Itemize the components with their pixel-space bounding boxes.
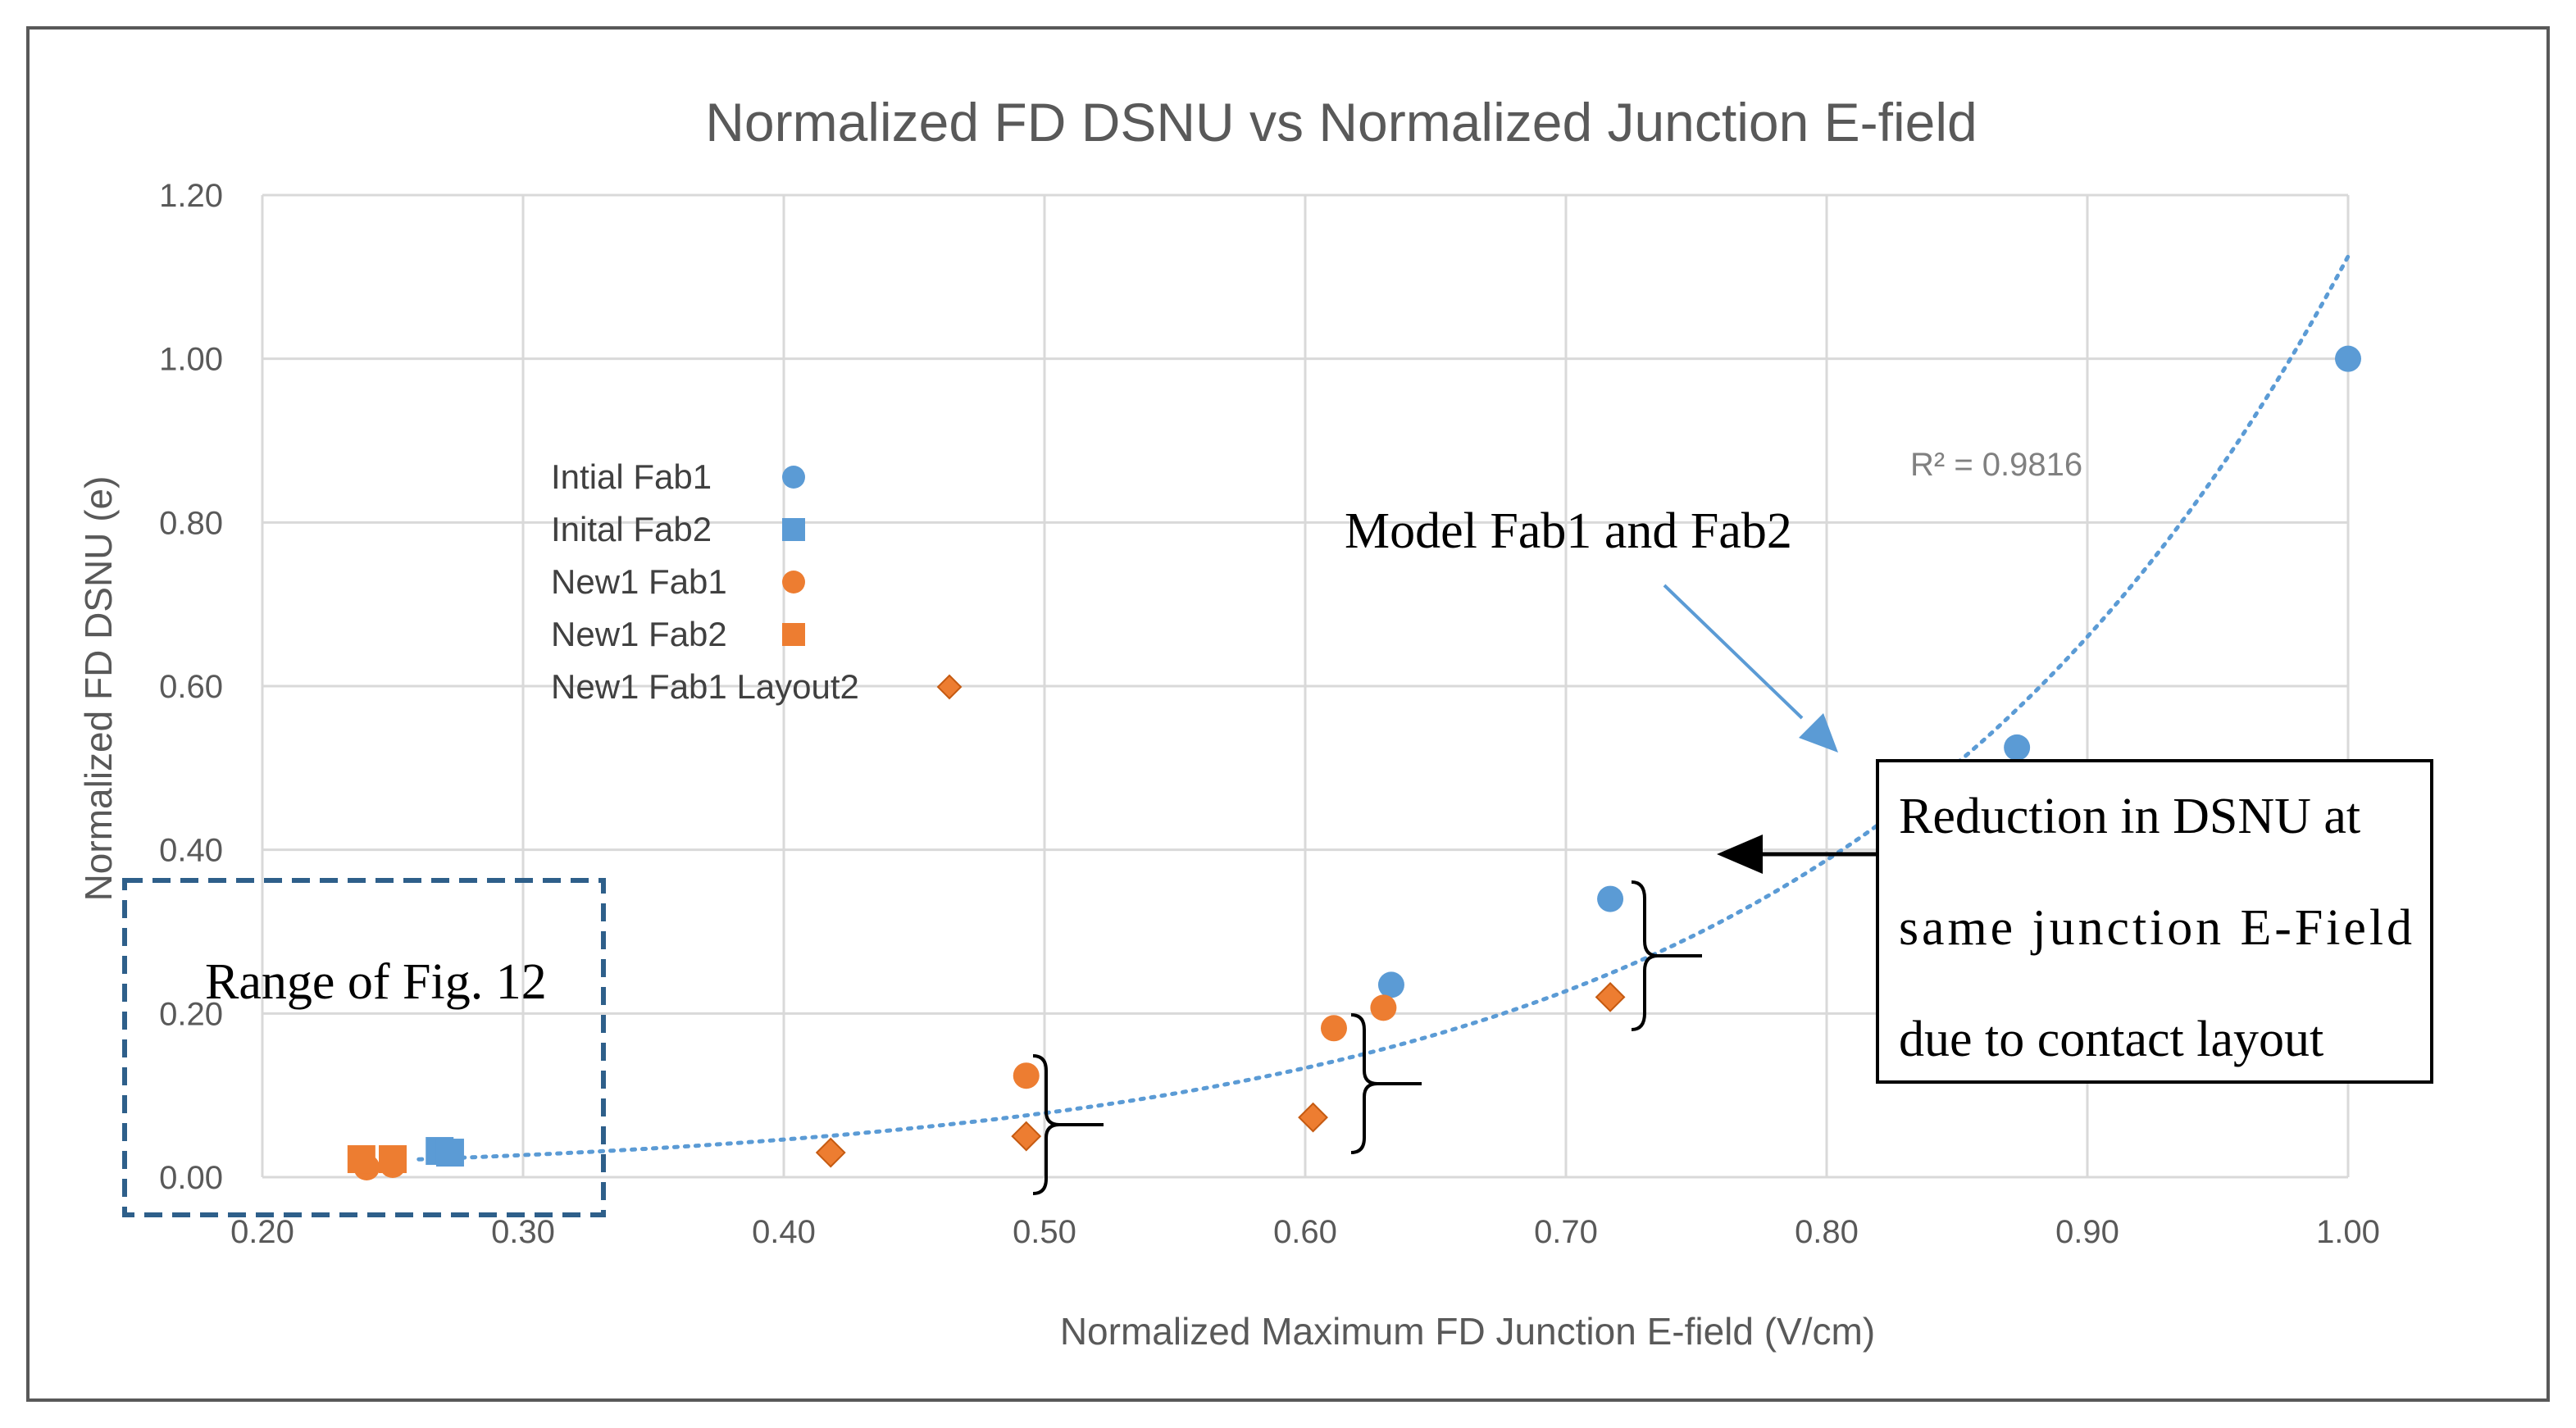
chart-title: Normalized FD DSNU vs Normalized Junctio… [705,92,1977,152]
point-new1-fab1-layout2 [1298,1102,1328,1133]
x-tick-label: 0.70 [1534,1214,1598,1250]
y-tick-label: 0.00 [159,1160,223,1196]
y-axis-label: Normalized FD DSNU (e) [77,476,120,902]
reduction-line-1: Reduction in DSNU at [1899,789,2360,844]
x-tick-label: 1.00 [2316,1214,2380,1250]
point-inital-fab2 [435,1139,464,1167]
point-new1-fab1-layout2 [1595,981,1626,1012]
point-new1-fab2 [347,1145,375,1174]
y-tick-label: 0.40 [159,833,223,869]
y-tick-label: 1.00 [159,342,223,378]
reduction-line-3: due to contact layout [1899,1012,2323,1067]
x-tick-label: 0.30 [491,1214,555,1250]
model-arrowhead [1799,713,1838,753]
point-intial-fab1 [1377,971,1404,998]
x-tick-label: 0.20 [230,1214,294,1250]
x-axis-label: Normalized Maximum FD Junction E-field (… [1060,1310,1875,1353]
x-tick-label: 0.60 [1273,1214,1337,1250]
x-tick-label: 0.90 [2055,1214,2119,1250]
y-tick-label: 0.80 [159,505,223,541]
trendline [416,254,2351,1162]
model-arrow [1663,584,1804,720]
x-tick-label: 0.50 [1013,1214,1076,1250]
grid-layer [261,193,2350,1179]
bracket-050 [1032,1054,1104,1195]
reduction-callout-box [1876,759,2433,1084]
legend-label: New1 Fab2 [551,615,727,653]
data-points [347,345,2361,1181]
range-label: Range of Fig. 12 [205,954,547,1010]
point-intial-fab1 [1597,885,1624,912]
point-new1-fab1 [1013,1062,1040,1089]
x-tick-labels: 0.20 0.30 0.40 0.50 0.60 0.70 0.80 0.90 1.00 [230,1214,2380,1250]
legend-label: New1 Fab1 Layout2 [551,667,859,706]
legend-marker [782,466,805,489]
bracket-062 [1350,1013,1422,1154]
model-label: Model Fab1 and Fab2 [1345,503,1792,559]
r-squared-label: R² = 0.9816 [1910,447,2082,483]
reduction-arrowhead [1717,835,1763,874]
legend-marker [782,623,805,646]
y-tick-label: 1.20 [159,178,223,214]
point-new1-fab1 [1320,1015,1347,1042]
x-tick-label: 0.80 [1795,1214,1859,1250]
y-tick-label: 0.20 [159,996,223,1032]
point-new1-fab1-layout2 [815,1137,846,1168]
y-tick-label: 0.60 [159,669,223,705]
point-new1-fab1-layout2 [1011,1121,1042,1152]
legend-label: Intial Fab1 [551,457,712,496]
range-box [122,878,606,1217]
bracket-072 [1631,880,1702,1031]
legend-marker [782,518,805,541]
legend: Intial Fab1 Inital Fab2 New1 Fab1 New1 Fab2… [551,457,963,706]
chart-frame [26,26,2550,1402]
legend-marker [782,571,805,593]
legend-label: Inital Fab2 [551,510,712,548]
point-new1-fab1 [1370,994,1397,1021]
legend-label: New1 Fab1 [551,562,727,601]
point-new1-fab2 [379,1145,407,1174]
point-intial-fab1 [2335,345,2361,372]
point-intial-fab1 [2004,734,2031,761]
reduction-line-2: same junction E-Field [1899,900,2412,956]
legend-marker [936,674,963,700]
x-tick-label: 0.40 [752,1214,816,1250]
y-tick-labels: 0.00 0.20 0.40 0.60 0.80 1.00 1.20 [159,178,223,1196]
